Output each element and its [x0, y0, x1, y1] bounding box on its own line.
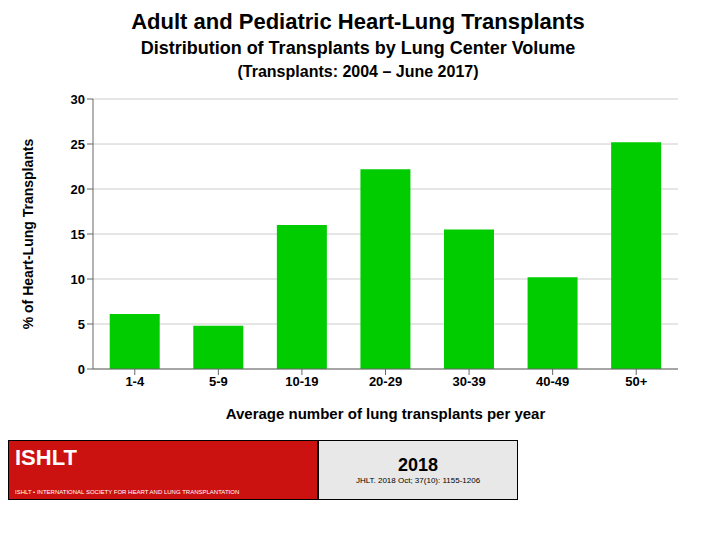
svg-text:15: 15 — [71, 227, 85, 242]
svg-text:40-49: 40-49 — [536, 374, 569, 389]
html-text:ISHLT: ISHLT — [15, 445, 77, 470]
svg-text:1-4: 1-4 — [125, 374, 145, 389]
svg-text:20: 20 — [71, 182, 85, 197]
html-text:2018: 2018 — [398, 455, 438, 475]
html-text:(Transplants: 2004 – June 2017: (Transplants: 2004 – June 2017) — [237, 63, 479, 80]
svg-text:5: 5 — [78, 317, 85, 332]
html-text:JHLT. 2018 Oct; 37(10): 1155-1: JHLT. 2018 Oct; 37(10): 1155-1206 — [355, 476, 481, 485]
svg-text:0: 0 — [78, 362, 85, 377]
svg-text:10: 10 — [71, 272, 85, 287]
svg-text:Average number of lung transpl: Average number of lung transplants per y… — [226, 405, 546, 422]
svg-text:20-29: 20-29 — [369, 374, 402, 389]
svg-text:10-19: 10-19 — [285, 374, 318, 389]
svg-text:5-9: 5-9 — [209, 374, 228, 389]
html-text:ISHLT • INTERNATIONAL SOCIETY: ISHLT • INTERNATIONAL SOCIETY FOR HEART … — [15, 489, 240, 495]
svg-text:30-39: 30-39 — [452, 374, 485, 389]
svg-text:30: 30 — [71, 92, 85, 107]
svg-text:25: 25 — [71, 137, 85, 152]
html-text:Adult and Pediatric Heart-Lung: Adult and Pediatric Heart-Lung Transplan… — [131, 9, 585, 34]
html-text:Distribution of Transplants by: Distribution of Transplants by Lung Cent… — [140, 38, 576, 58]
svg-text:50+: 50+ — [625, 374, 647, 389]
svg-text:% of Heart-Lung Transplants: % of Heart-Lung Transplants — [20, 139, 36, 330]
